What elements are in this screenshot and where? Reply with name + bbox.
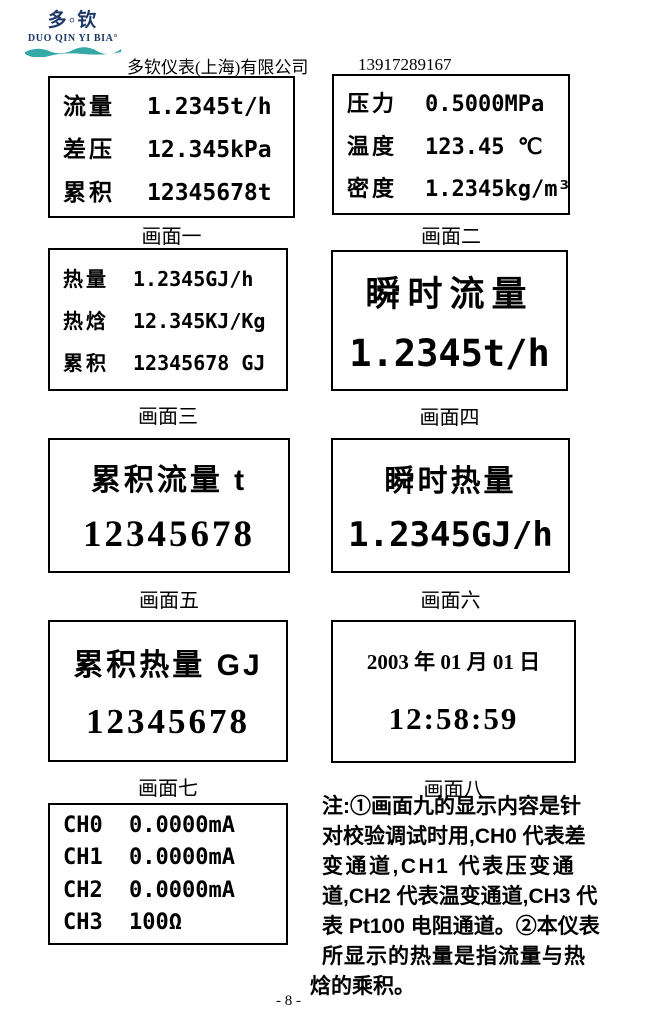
screen-caption-7: 画面七: [138, 778, 198, 800]
screen1-row-flow: 流量 1.2345t/h: [50, 87, 293, 121]
screen7-title: 累积热量 GJ: [73, 649, 263, 682]
page-number: - 8 -: [276, 993, 301, 1009]
screen1-row-total: 累积 12345678t: [50, 173, 293, 207]
field-label: 温度: [347, 133, 398, 159]
screen6-value: 1.2345GJ/h: [348, 515, 553, 556]
screen-box-6: 瞬时热量 1.2345GJ/h: [331, 438, 570, 573]
field-value: 123.45 ℃: [425, 134, 543, 160]
logo-cn-text: 多◦钦: [47, 10, 99, 31]
field-value: 12345678t: [147, 180, 272, 206]
screen-caption-8: 画面八: [423, 779, 484, 801]
field-value: 12.345KJ/Kg: [133, 309, 266, 333]
screen9-row-ch1: CH1 0.0000mA: [50, 845, 286, 870]
field-label: 密度: [347, 175, 398, 201]
screen3-row-total: 累积 12345678 GJ: [50, 347, 286, 376]
company-name: 多钦仪表(上海)有限公司: [127, 58, 309, 77]
screen6-title: 瞬时热量: [384, 464, 517, 498]
screen-box-5: 累积流量 t 12345678: [48, 438, 290, 573]
channel-label: CH1: [63, 845, 103, 871]
logo-en-text: DUO QIN YI BIA°: [27, 33, 119, 44]
note-line: 注:①画面九的显示内容是针: [322, 795, 581, 818]
note-line: 所显示的热量是指流量与热: [322, 945, 586, 968]
screen9-row-ch3: CH3 100Ω: [50, 910, 286, 935]
channel-value: 100Ω: [129, 910, 182, 936]
channel-value: 0.0000mA: [129, 812, 235, 838]
field-label: 差压: [63, 136, 115, 162]
channel-label: CH0: [63, 812, 103, 838]
field-value: 0.5000MPa: [425, 92, 545, 118]
screen-box-3: 热量 1.2345GJ/h 热焓 12.345KJ/Kg 累积 12345678…: [48, 248, 288, 391]
screen-box-8: 2003 年 01 月 01 日 12:58:59: [331, 620, 576, 763]
screen-caption-3: 画面三: [138, 406, 198, 428]
field-value: 1.2345kg/m³: [425, 176, 571, 202]
screen7-value: 12345678: [86, 702, 250, 741]
brand-logo: 多◦钦 DUO QIN YI BIA°: [18, 5, 128, 57]
screen-box-7: 累积热量 GJ 12345678: [48, 620, 288, 762]
screen3-row-heat: 热量 1.2345GJ/h: [50, 263, 286, 292]
field-value: 12.345kPa: [147, 137, 272, 163]
field-value: 1.2345t/h: [147, 94, 272, 120]
field-label: 累积: [63, 179, 115, 205]
screen-box-1: 流量 1.2345t/h 差压 12.345kPa 累积 12345678t: [48, 76, 295, 218]
screen-caption-4: 画面四: [419, 407, 480, 429]
screen-box-2: 压力 0.5000MPa 温度 123.45 ℃ 密度 1.2345kg/m³: [332, 74, 571, 215]
phone-number: 13917289167: [358, 55, 452, 74]
field-label: 累积: [63, 353, 109, 375]
screen9-row-ch2: CH2 0.0000mA: [50, 878, 286, 903]
screen-caption-5: 画面五: [139, 590, 199, 612]
field-label: 压力: [347, 91, 398, 117]
screen4-value: 1.2345t/h: [349, 331, 550, 375]
wave-icon: [25, 47, 121, 57]
channel-label: CH3: [63, 910, 103, 936]
screen1-row-diffpressure: 差压 12.345kPa: [50, 130, 293, 164]
note-line: 道,CH2 代表温变通道,CH3 代: [322, 885, 598, 908]
screen-caption-6: 画面六: [420, 590, 481, 612]
screen2-row-temperature: 温度 123.45 ℃: [334, 129, 568, 161]
screen2-row-density: 密度 1.2345kg/m³: [334, 171, 571, 203]
note-text: 注:①画面九的显示内容是针 对校验调试时用,CH0 代表差 变通道,CH1 代表…: [310, 792, 600, 1002]
screen5-value: 12345678: [83, 514, 255, 556]
field-value: 1.2345GJ/h: [133, 267, 254, 291]
screen-box-9: CH0 0.0000mA CH1 0.0000mA CH2 0.0000mA C…: [48, 803, 288, 945]
screen8-date: 2003 年 01 月 01 日: [366, 650, 541, 675]
screen-caption-1: 画面一: [141, 226, 202, 248]
note-line: 对校验调试时用,CH0 代表差: [322, 825, 586, 848]
note-line: 变通道,CH1 代表压变通: [322, 855, 577, 878]
screen9-row-ch0: CH0 0.0000mA: [50, 813, 286, 838]
field-label: 热焓: [63, 311, 109, 333]
note-line: 焓的乘积。: [310, 975, 415, 998]
screen-box-4: 瞬时流量 1.2345t/h: [331, 250, 568, 391]
screen5-title: 累积流量 t: [90, 463, 248, 497]
channel-value: 0.0000mA: [129, 877, 235, 903]
screen4-title: 瞬时流量: [365, 275, 534, 315]
field-label: 流量: [63, 93, 115, 119]
screen-caption-2: 画面二: [421, 226, 481, 248]
field-value: 12345678 GJ: [133, 351, 266, 375]
field-label: 热量: [63, 269, 109, 291]
screen8-time: 12:58:59: [388, 700, 519, 736]
channel-value: 0.0000mA: [129, 845, 235, 871]
screen2-row-pressure: 压力 0.5000MPa: [334, 86, 568, 118]
channel-label: CH2: [63, 877, 103, 903]
note-line: 表 Pt100 电阻通道。②本仪表: [322, 915, 600, 938]
screen3-row-enthalpy: 热焓 12.345KJ/Kg: [50, 305, 286, 334]
